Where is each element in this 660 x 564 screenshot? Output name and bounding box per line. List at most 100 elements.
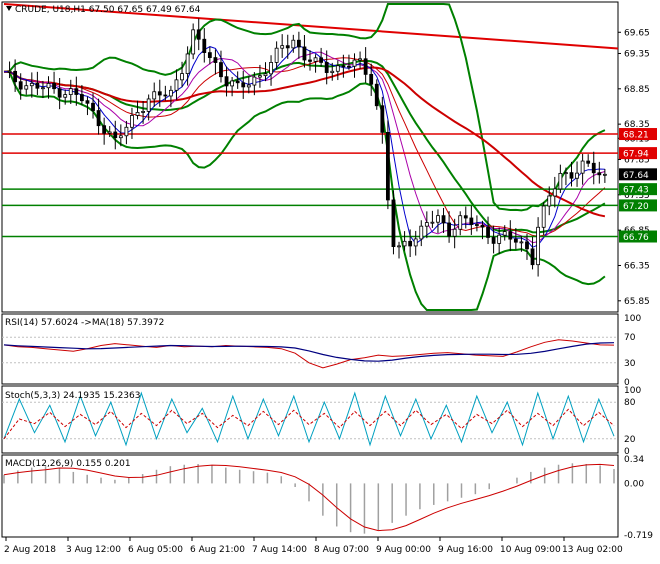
candle [235,71,240,89]
candle [269,55,273,86]
candle-body [413,238,418,247]
price-panel [2,3,619,311]
candle-body [207,52,212,58]
candle [402,231,407,251]
time-label: 6 Aug 21:00 [190,545,245,555]
candle-body [102,125,107,134]
ma-mid [3,51,606,244]
candle [7,61,12,79]
candle [102,117,107,145]
candle [130,107,134,139]
price-panel-frame [1,1,619,313]
candle-body [602,173,607,176]
candle-body [369,73,374,85]
candle [552,176,557,208]
candle-body [85,100,90,104]
candle-body [341,65,346,68]
candle-body [35,82,40,89]
price-tag: 68.21 [619,128,657,141]
candle-body [185,53,190,74]
candle [113,120,118,150]
candle-body [91,102,95,111]
price-tag-box [619,199,657,212]
macd-tick-label: 0.00 [624,479,644,489]
rsi-line [3,339,615,369]
candle-body [118,135,123,139]
candle [29,72,34,98]
candle [41,80,45,99]
candle [313,54,318,73]
candle [285,34,290,59]
candle [246,76,251,94]
stoch-tick-label: 0 [624,447,630,457]
candle [558,164,563,194]
candle [24,80,29,95]
candle-body [374,83,379,107]
candle-body [224,76,229,87]
candle-body [397,245,401,248]
price-tag: 67.43 [619,183,657,196]
symbol-label: CRUDE, U18,H1 67.50 67.65 67.49 67.64 [15,5,201,15]
candle [352,53,357,78]
candle-body [475,224,479,226]
candle [569,161,574,187]
candle-body [330,70,335,73]
candle-body [219,62,223,78]
candle-body [163,94,168,97]
candle [91,93,95,119]
candle-body [130,115,134,128]
price-tag-box [619,230,657,243]
time-axis: 2 Aug 2018 3 Aug 12:00 6 Aug 05:00 6 Aug 21… [4,537,623,555]
candle-body [402,240,407,247]
time-label: 9 Aug 16:00 [438,545,493,555]
candle [591,151,596,185]
time-label: 8 Aug 07:00 [314,545,369,555]
rsi-tick-label: 0 [624,378,630,388]
candle [79,84,84,106]
candle [508,220,513,252]
candle-body [469,217,474,225]
candle-body [436,215,440,223]
candle [436,209,440,233]
candle [586,154,591,167]
candle-body [46,83,51,89]
candle-body [124,126,129,137]
candle [68,79,73,104]
candle [374,79,379,110]
candle-body [296,39,301,48]
candle [185,46,190,86]
candle [424,211,429,239]
time-label: 10 Aug 09:00 [500,545,561,555]
candle-body [269,62,273,75]
candle [196,18,201,51]
candle [502,225,507,241]
time-label: 7 Aug 14:00 [252,545,307,555]
rsi-tick-label: 100 [624,314,641,324]
long-ma [3,66,606,218]
candle [280,34,285,58]
price-tick-label: 66.35 [624,261,650,271]
price-axis: 69.6569.3568.8568.3568.1567.8567.3566.85… [618,28,657,307]
candle-body [363,58,368,75]
candle [463,206,468,229]
candle-body [502,231,507,236]
dropdown-arrow-icon[interactable] [6,6,12,11]
macd-tick-label: 0.34 [624,455,644,465]
price-tag-label: 67.43 [623,186,649,196]
stoch-tick-label: 20 [624,435,636,445]
candle [430,210,435,228]
candle-body [113,131,118,139]
price-tag-box [619,147,657,160]
candle [213,49,218,75]
bollinger-middle [3,59,606,234]
candle-body [246,84,251,88]
candle-body [180,73,184,81]
candle [224,66,229,97]
candle-body [564,172,568,175]
candle [296,31,301,59]
candle-body [519,241,524,244]
price-tag-box [619,183,657,196]
candle-body [430,221,435,224]
